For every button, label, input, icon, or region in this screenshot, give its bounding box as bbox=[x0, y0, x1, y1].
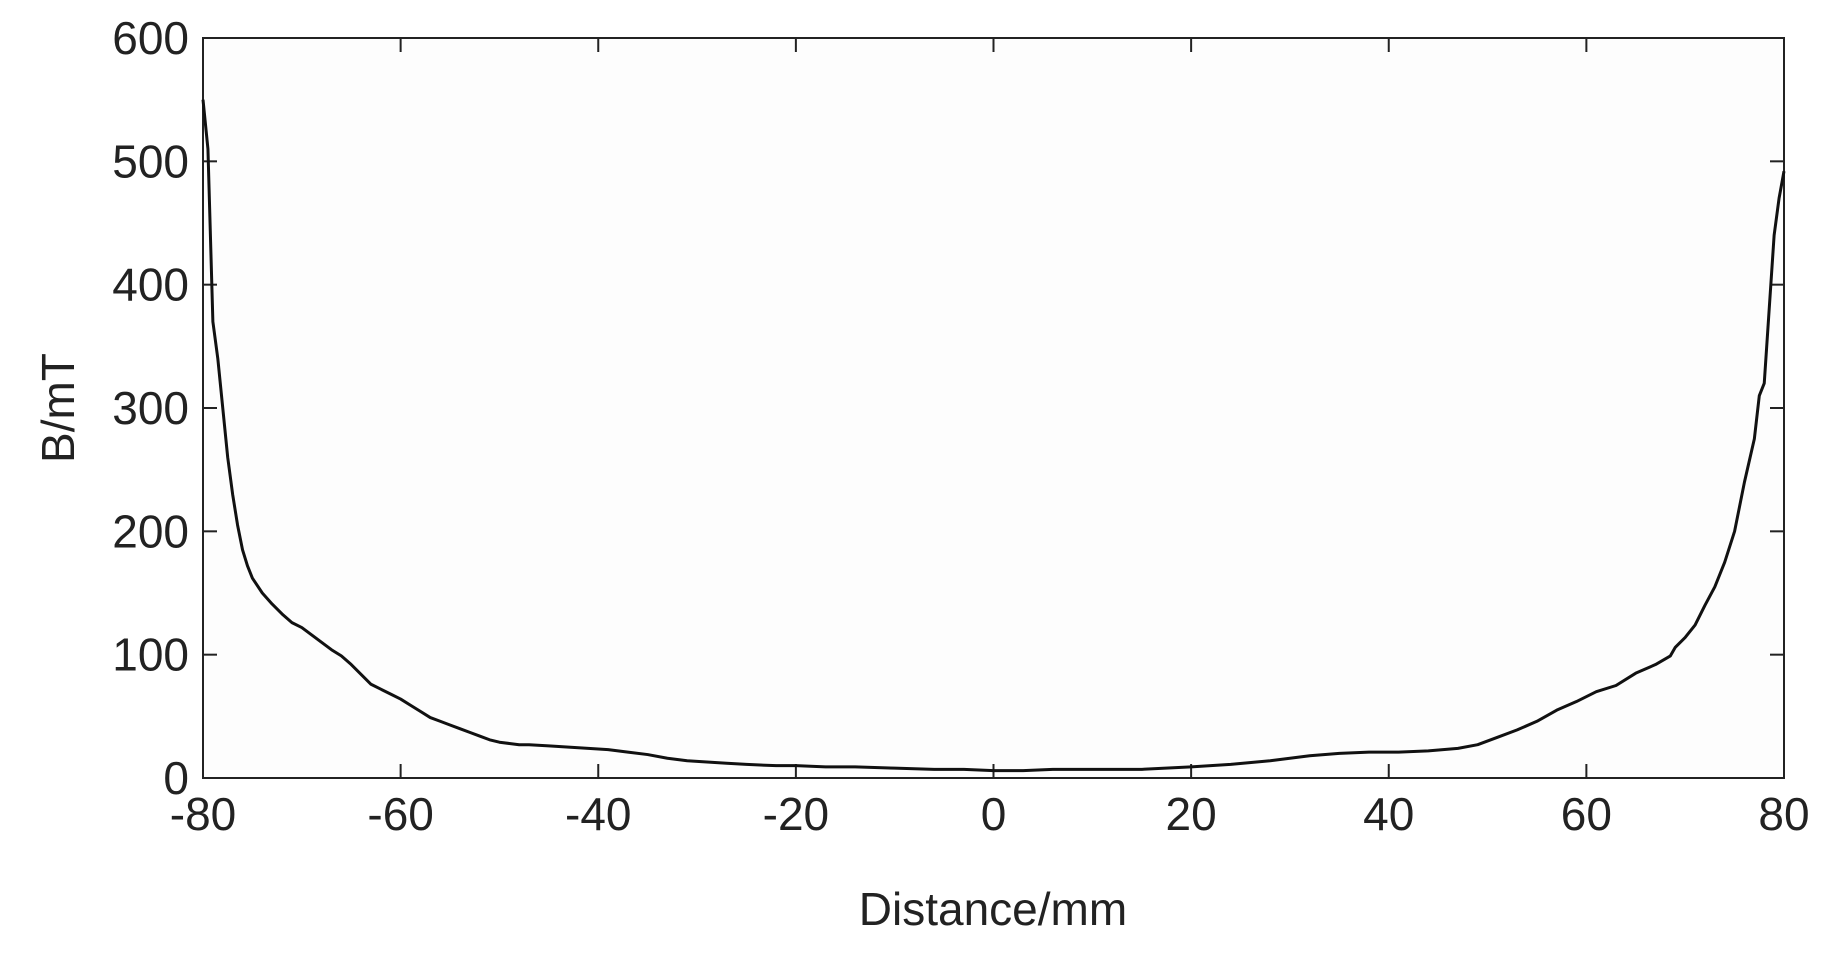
x-tick-label: 40 bbox=[1363, 788, 1414, 840]
x-tick-label: 80 bbox=[1758, 788, 1809, 840]
y-tick-label: 100 bbox=[112, 629, 189, 681]
y-tick-label: 300 bbox=[112, 382, 189, 434]
x-tick-label: 0 bbox=[981, 788, 1007, 840]
y-tick-label: 600 bbox=[112, 12, 189, 64]
y-tick-label: 500 bbox=[112, 135, 189, 187]
x-axis-label: Distance/mm bbox=[859, 883, 1127, 935]
x-tick-label: 60 bbox=[1561, 788, 1612, 840]
data-line bbox=[201, 99, 1786, 773]
x-tick-label: -20 bbox=[763, 788, 829, 840]
x-tick-label: -40 bbox=[565, 788, 631, 840]
y-tick-label: 200 bbox=[112, 505, 189, 557]
y-tick-label: 0 bbox=[163, 752, 189, 804]
x-tick-label: -80 bbox=[170, 788, 236, 840]
y-tick-label: 400 bbox=[112, 259, 189, 311]
x-tick-label: -60 bbox=[367, 788, 433, 840]
y-axis-label: B/mT bbox=[32, 353, 84, 463]
plot-frame bbox=[202, 37, 1785, 779]
x-tick-label: 20 bbox=[1166, 788, 1217, 840]
